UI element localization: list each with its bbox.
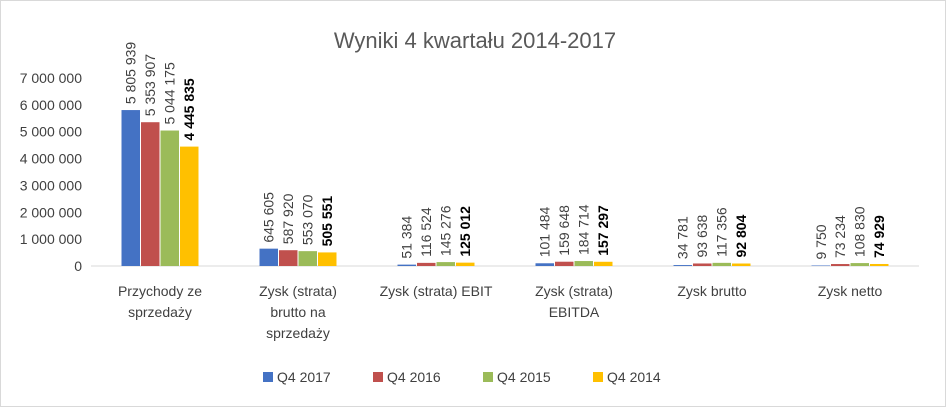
y-tick-label: 0 (74, 258, 82, 274)
legend-swatch (483, 372, 493, 382)
bar (121, 110, 140, 267)
data-label: 117 356 (714, 207, 730, 257)
data-label: 116 524 (418, 207, 434, 257)
bar (141, 122, 160, 267)
chart-title: Wyniki 4 kwartału 2014-2017 (334, 28, 616, 53)
bar (831, 264, 850, 266)
legend-label: Q4 2016 (387, 369, 441, 385)
y-tick-label: 5 000 000 (20, 124, 82, 140)
data-label: 553 070 (300, 194, 316, 245)
bar (811, 265, 830, 266)
bar (279, 250, 298, 266)
legend-swatch (263, 372, 273, 382)
category-label: Zysk netto (818, 283, 883, 299)
data-label: 34 781 (675, 216, 691, 259)
bar (693, 263, 712, 266)
category-label: Zysk (strata) EBITDA (535, 283, 613, 320)
data-label: 145 276 (438, 205, 454, 256)
bar (673, 265, 692, 266)
category-label-line: Zysk netto (818, 283, 883, 299)
bar (298, 251, 317, 266)
category-label-line: sprzedaży (128, 304, 192, 320)
data-label: 125 012 (457, 206, 473, 257)
data-label: 5 044 175 (162, 62, 178, 124)
y-tick-label: 6 000 000 (20, 97, 82, 113)
category-label-line: Zysk (strata) (535, 283, 613, 299)
bar (417, 262, 436, 266)
category-label: Przychody ze sprzedaży (118, 283, 202, 320)
bar (180, 146, 199, 266)
data-label: 505 551 (319, 196, 335, 247)
data-label: 159 648 (556, 205, 572, 256)
category-labels-group: Przychody ze sprzedaży Zysk (strata) brutto… (118, 283, 883, 341)
data-labels-group: 5 805 939 5 353 907 5 044 175 4 445 835 645 … (123, 42, 888, 260)
y-tick-label: 2 000 000 (20, 204, 82, 220)
y-tick-label: 4 000 000 (20, 151, 82, 167)
legend-swatch (373, 372, 383, 382)
bar (259, 248, 278, 266)
legend-label: Q4 2015 (497, 369, 551, 385)
bar (850, 263, 869, 266)
legend-label: Q4 2017 (277, 369, 331, 385)
category-label: Zysk (strata) brutto na sprzedaży (259, 283, 337, 341)
data-label: 5 353 907 (142, 54, 158, 116)
category-label-line: Zysk (strata) EBIT (380, 283, 493, 299)
category-label-line: Przychody ze (118, 283, 202, 299)
category-label-line: brutto na (270, 304, 325, 320)
bar (456, 262, 475, 266)
bar-series-group (121, 110, 889, 267)
category-label: Zysk (strata) EBIT (380, 283, 493, 299)
data-label: 51 384 (399, 216, 415, 259)
data-label: 5 805 939 (123, 42, 139, 104)
y-tick-label: 1 000 000 (20, 231, 82, 247)
bar (732, 263, 751, 266)
category-label-line: Zysk brutto (677, 283, 746, 299)
bar (594, 261, 613, 266)
bar (160, 130, 179, 266)
bar (574, 261, 593, 266)
data-label: 9 750 (813, 224, 829, 259)
category-label: Zysk brutto (677, 283, 746, 299)
data-label: 73 234 (832, 215, 848, 258)
y-axis: 0 1 000 000 2 000 000 3 000 000 4 000 000 5 0… (20, 70, 83, 274)
bar (397, 264, 416, 266)
legend: Q4 2017 Q4 2016 Q4 2015 Q4 2014 (263, 369, 661, 385)
bar (436, 262, 455, 266)
bar (870, 263, 889, 266)
data-label: 93 638 (694, 214, 710, 257)
legend-swatch (593, 372, 603, 382)
data-label: 108 830 (852, 206, 868, 257)
category-label-line: Zysk (strata) (259, 283, 337, 299)
data-label: 4 445 835 (181, 78, 197, 140)
legend-label: Q4 2014 (607, 369, 661, 385)
data-label: 157 297 (595, 205, 611, 256)
data-label: 74 929 (871, 215, 887, 258)
data-label: 645 605 (261, 192, 277, 243)
y-tick-label: 7 000 000 (20, 70, 82, 86)
bar (535, 263, 554, 266)
category-label-line: sprzedaży (266, 325, 330, 341)
bar (712, 262, 731, 266)
data-label: 92 804 (733, 214, 749, 257)
data-label: 184 714 (576, 204, 592, 255)
category-label-line: EBITDA (549, 304, 600, 320)
data-label: 587 920 (280, 193, 296, 244)
bar (318, 252, 337, 266)
data-label: 101 484 (537, 206, 553, 257)
y-tick-label: 3 000 000 (20, 177, 82, 193)
bar (555, 261, 574, 266)
